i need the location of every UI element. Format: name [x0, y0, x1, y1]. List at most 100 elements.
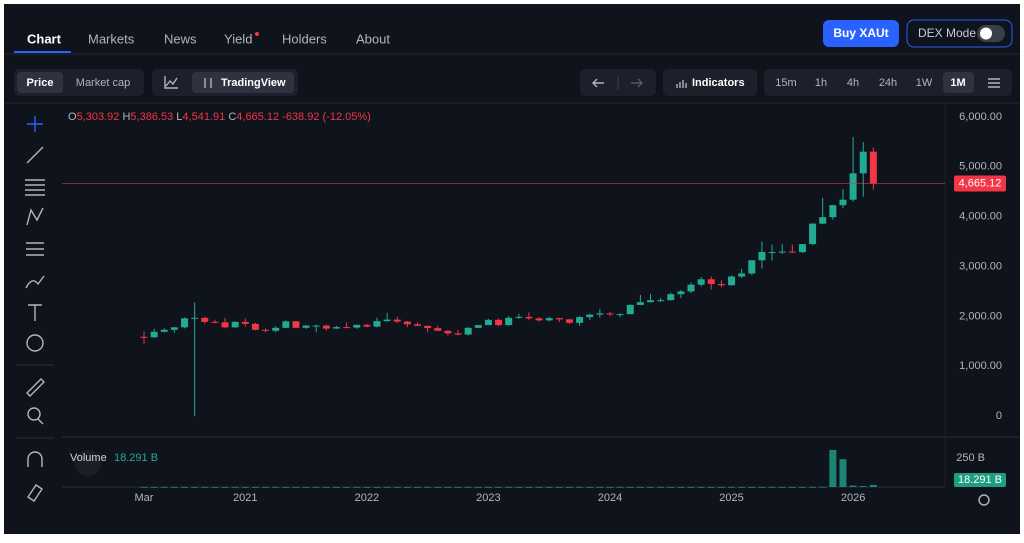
- candle-body: [241, 321, 249, 324]
- tab[interactable]: News: [164, 31, 197, 46]
- volume-bar: [707, 486, 715, 488]
- volume-bar: [586, 486, 594, 488]
- volume-bar: [839, 459, 847, 487]
- ohlc-value: 4,541.91: [182, 111, 225, 123]
- candle-body: [565, 319, 573, 323]
- group-bg: [663, 69, 757, 96]
- candle-body: [495, 319, 503, 326]
- magnet[interactable]: [27, 451, 43, 467]
- marketcap-toggle[interactable]: Market cap: [76, 77, 130, 89]
- y-tick-label: 4,000.00: [959, 211, 1002, 223]
- candle-body: [474, 325, 482, 328]
- candle-body: [444, 330, 452, 334]
- zoom[interactable]: [27, 407, 41, 421]
- crosshair[interactable]: [27, 116, 43, 132]
- candle-body: [403, 321, 411, 325]
- indicators-button[interactable]: Indicators: [692, 77, 745, 89]
- y-tick-label: 2,000.00: [959, 310, 1002, 322]
- toggle-label: DEX Mode: [918, 26, 976, 40]
- candle-body: [647, 300, 654, 303]
- undo[interactable]: [592, 78, 604, 88]
- candle-body: [768, 252, 776, 254]
- active-bg: [17, 72, 63, 93]
- x-tick-label: 2021: [233, 492, 257, 504]
- redo[interactable]: [631, 78, 643, 88]
- interval[interactable]: 15m: [775, 77, 796, 89]
- volume-bar: [322, 486, 330, 488]
- fib[interactable]: [25, 179, 45, 196]
- tab[interactable]: About: [356, 31, 390, 46]
- candle-body: [272, 327, 280, 331]
- dex-toggle[interactable]: DEX Mode: [906, 19, 1013, 48]
- candle-body: [667, 294, 675, 301]
- price-toggle[interactable]: Price: [27, 77, 54, 89]
- volume-bar: [565, 486, 573, 488]
- tab[interactable]: Yield: [224, 31, 252, 46]
- candle-body: [343, 327, 351, 329]
- logo: [75, 450, 101, 476]
- volume-bar: [636, 486, 644, 488]
- volume-last-label: 18.291 B: [958, 474, 1002, 486]
- volume-bar: [829, 449, 837, 487]
- interval[interactable]: 4h: [847, 77, 859, 89]
- settings-icon[interactable]: [988, 78, 1000, 88]
- volume-bar: [444, 486, 452, 488]
- volume-bar: [657, 486, 665, 488]
- tab[interactable]: Chart: [27, 31, 62, 46]
- candle-body: [251, 323, 259, 330]
- ruler[interactable]: [26, 378, 45, 397]
- volume-bar: [150, 486, 158, 488]
- candle-body: [697, 279, 705, 285]
- button-label: Buy XAUt: [833, 26, 888, 40]
- volume-bar: [302, 486, 310, 488]
- candle-body: [231, 321, 239, 328]
- volume-bar: [474, 486, 482, 488]
- volume-bar: [495, 486, 503, 488]
- buy-button[interactable]: Buy XAUt: [823, 20, 899, 47]
- volume-bar: [869, 484, 877, 487]
- volume-bar: [798, 486, 806, 488]
- candle-body: [434, 328, 442, 331]
- volume-bar: [332, 486, 340, 488]
- candle-body: [687, 284, 695, 292]
- volume-bar: [201, 486, 209, 488]
- candle-body: [170, 327, 178, 330]
- volume-bar: [262, 486, 270, 488]
- volume-bar: [677, 486, 685, 488]
- volume-bar: [403, 486, 411, 488]
- text-tool[interactable]: [28, 304, 42, 321]
- tradingview-button[interactable]: TradingView: [221, 77, 286, 89]
- volume-bar: [353, 486, 361, 488]
- brush[interactable]: [25, 275, 45, 289]
- candle-body: [758, 252, 766, 261]
- candle-body: [302, 325, 310, 328]
- candle-body: [464, 327, 472, 335]
- volume-bar: [424, 486, 432, 488]
- tv-icon: [204, 78, 212, 88]
- interval[interactable]: 1W: [916, 77, 933, 89]
- volume-bar: [748, 486, 756, 488]
- volume-bar: [525, 486, 533, 488]
- volume-bar: [545, 486, 553, 488]
- pattern[interactable]: [26, 207, 44, 226]
- candle-body: [332, 327, 340, 329]
- volume-bar: [484, 486, 492, 488]
- candle-body: [626, 304, 634, 315]
- candle-body: [353, 324, 361, 328]
- candle-body: [869, 151, 877, 184]
- candle-body: [292, 321, 300, 328]
- tab[interactable]: Markets: [88, 31, 135, 46]
- interval[interactable]: 1h: [815, 77, 827, 89]
- interval[interactable]: 1M: [950, 77, 965, 89]
- tab[interactable]: Holders: [282, 31, 327, 46]
- emoji[interactable]: [26, 334, 44, 352]
- axis-settings[interactable]: [978, 494, 990, 506]
- interval[interactable]: 24h: [879, 77, 897, 89]
- lock-draw[interactable]: [27, 484, 43, 502]
- chart-type-icon[interactable]: [164, 76, 178, 89]
- projection[interactable]: [26, 242, 44, 256]
- candle-body: [586, 314, 594, 318]
- trend-line[interactable]: [26, 146, 44, 164]
- volume-bar: [170, 486, 178, 488]
